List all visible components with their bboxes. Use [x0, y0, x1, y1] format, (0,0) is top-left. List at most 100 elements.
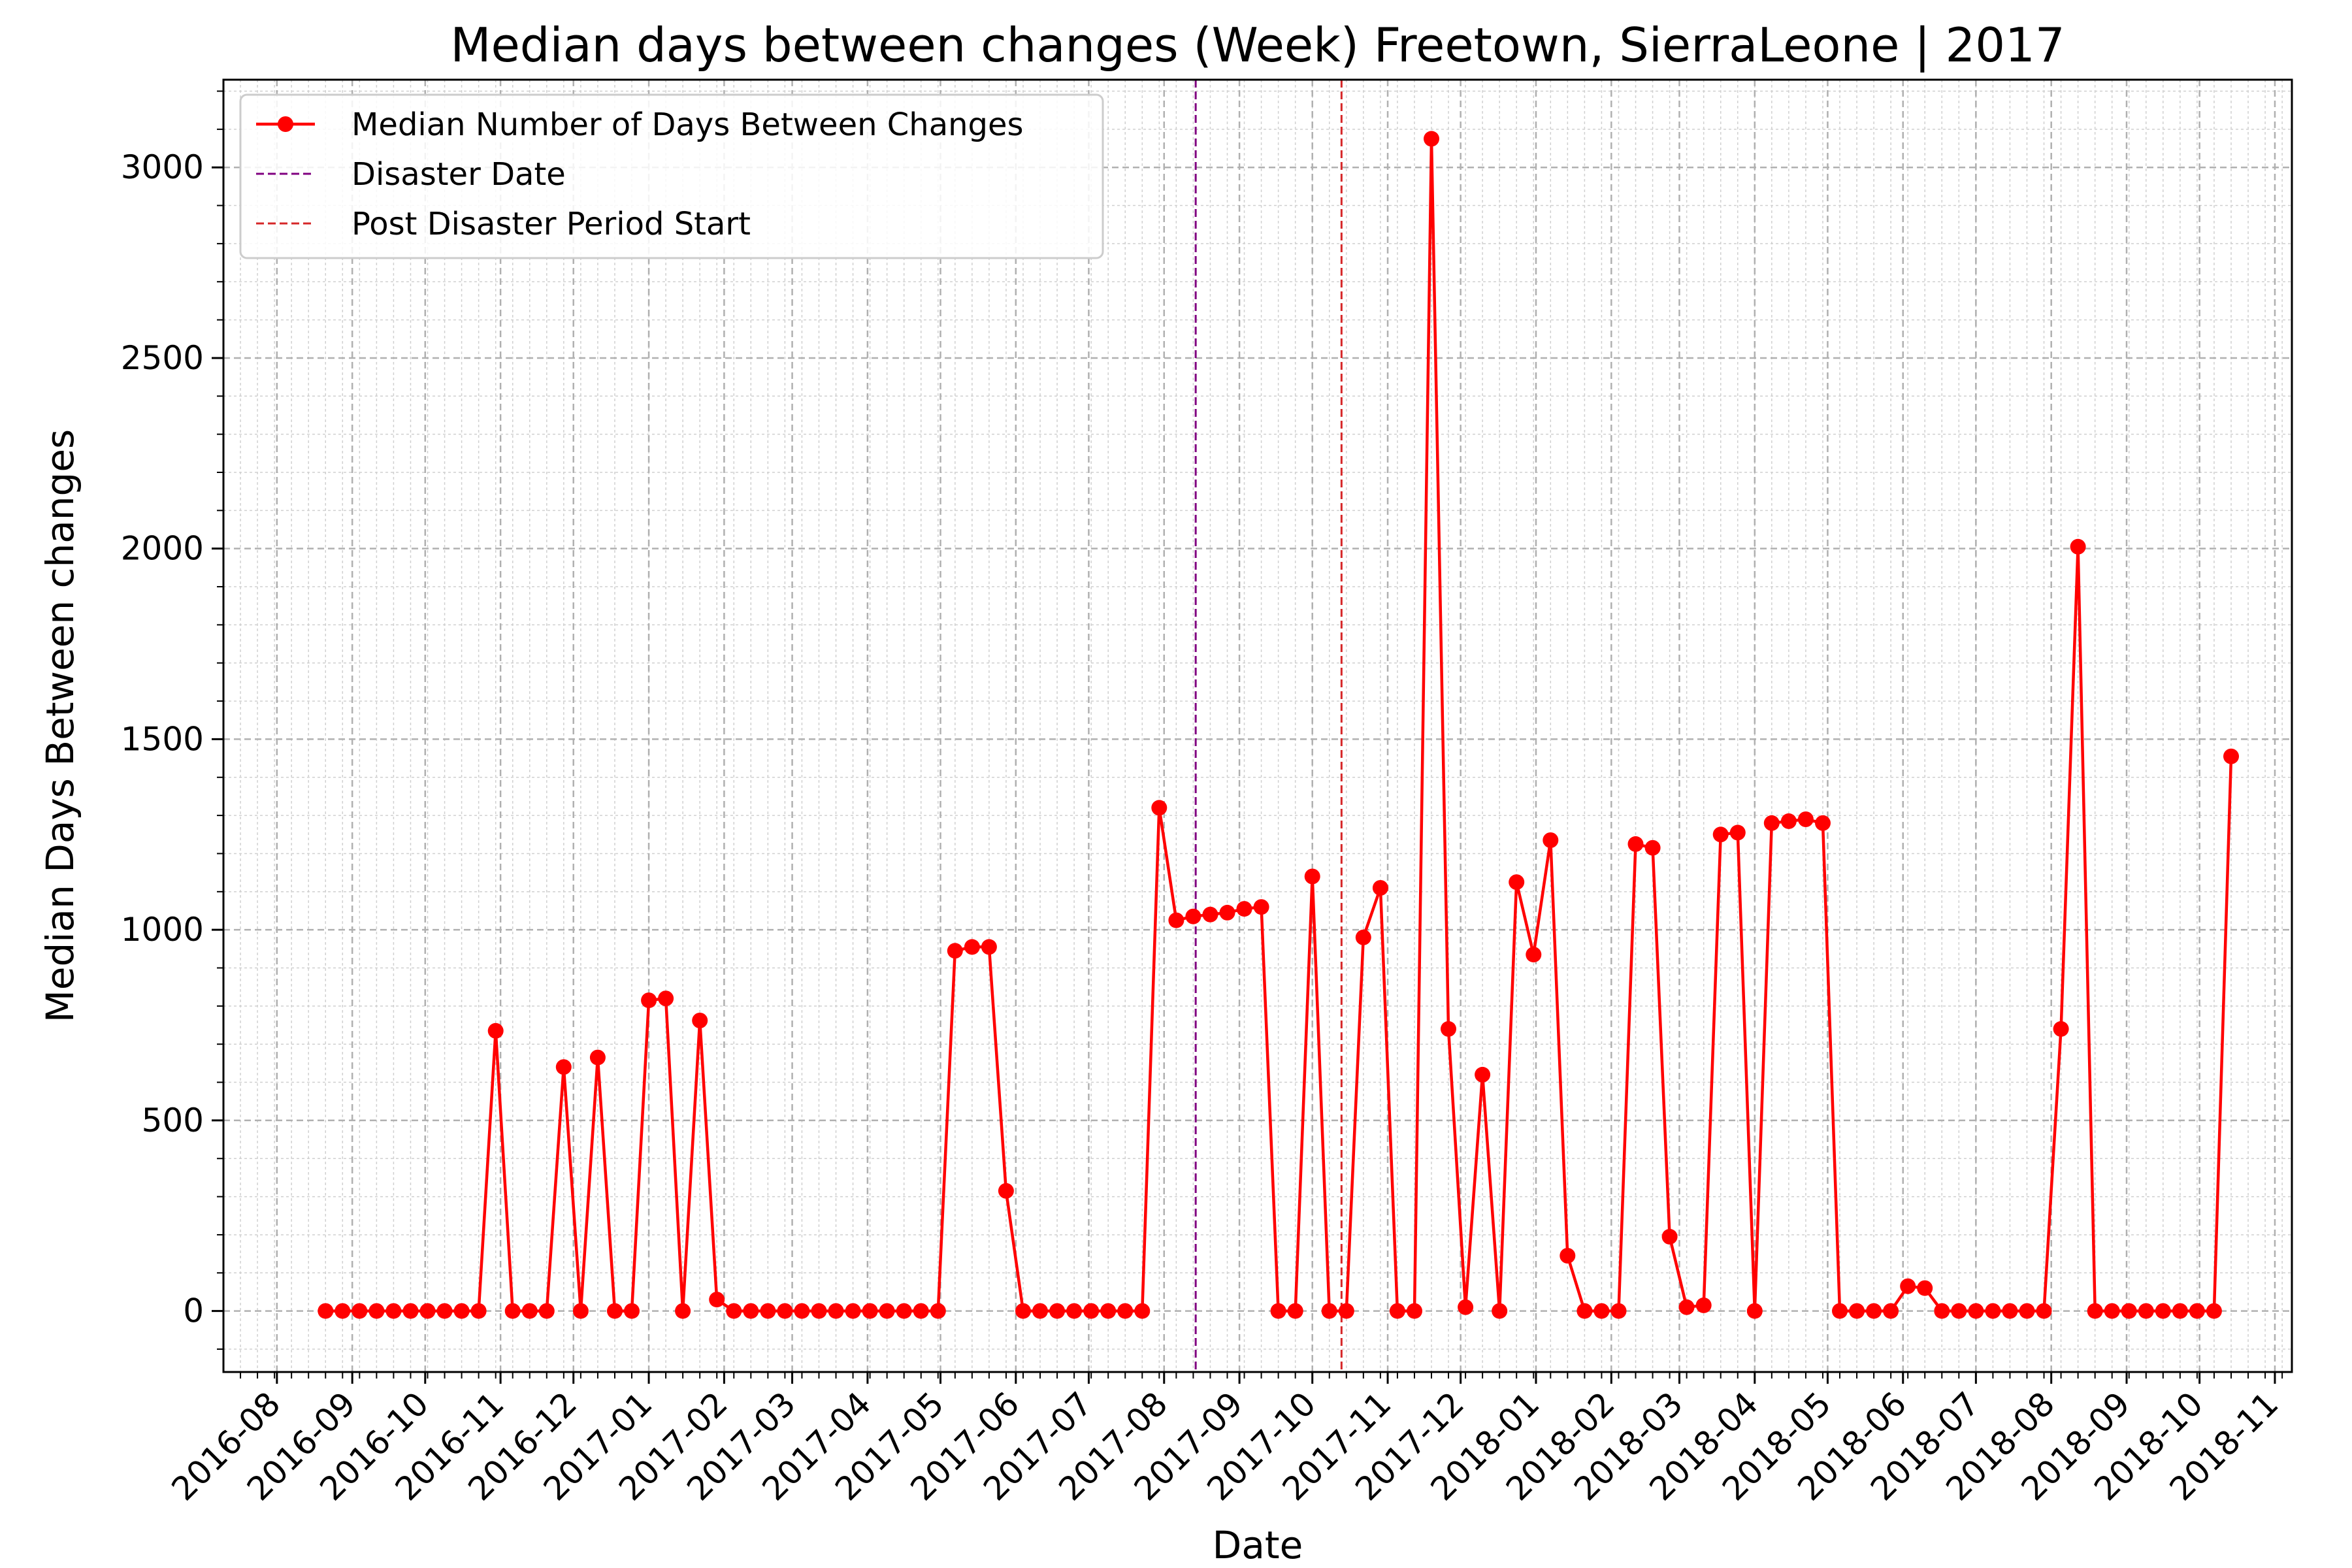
data-point — [1985, 1303, 2001, 1319]
data-point — [692, 1013, 708, 1028]
data-point — [1219, 904, 1235, 921]
data-point — [1321, 1303, 1337, 1319]
data-point — [1049, 1303, 1066, 1319]
data-point — [1644, 840, 1661, 856]
data-point — [1338, 1303, 1354, 1319]
data-point — [1032, 1303, 1048, 1319]
data-point — [1253, 899, 1269, 915]
data-point — [2138, 1303, 2154, 1319]
data-point — [470, 1303, 487, 1319]
data-point — [521, 1303, 538, 1319]
data-point — [1543, 832, 1559, 848]
data-point — [1593, 1303, 1610, 1319]
data-point — [1475, 1066, 1491, 1083]
data-point — [1610, 1303, 1627, 1319]
data-point — [2087, 1303, 2103, 1319]
data-point — [368, 1303, 385, 1319]
data-point — [2053, 1021, 2069, 1037]
data-point — [1815, 815, 1831, 831]
data-point — [743, 1303, 759, 1319]
data-point — [1287, 1303, 1303, 1319]
data-point — [1968, 1303, 1984, 1319]
data-point — [1509, 874, 1525, 890]
data-point — [1917, 1280, 1933, 1296]
x-axis-title: Date — [1213, 1523, 1303, 1567]
data-point — [1661, 1228, 1678, 1245]
data-point — [2070, 538, 2086, 555]
data-point — [1202, 906, 1218, 923]
data-point — [436, 1303, 453, 1319]
data-point — [1832, 1303, 1848, 1319]
data-point — [1492, 1303, 1508, 1319]
data-point — [845, 1303, 861, 1319]
data-point — [1389, 1303, 1405, 1319]
data-point — [913, 1303, 929, 1319]
data-point — [1849, 1303, 1865, 1319]
data-point — [1900, 1278, 1916, 1294]
data-point — [1100, 1303, 1117, 1319]
data-point — [1712, 826, 1729, 843]
data-point — [2002, 1303, 2018, 1319]
data-point — [981, 939, 997, 955]
legend-label: Median Number of Days Between Changes — [351, 106, 1024, 143]
data-point — [1627, 836, 1644, 852]
y-tick-label: 2000 — [121, 530, 204, 568]
data-point — [2155, 1303, 2171, 1319]
data-point — [998, 1183, 1014, 1199]
legend: Median Number of Days Between Changes Dis… — [239, 93, 1104, 259]
data-point — [1117, 1303, 1134, 1319]
data-point — [1797, 811, 1814, 827]
data-point — [385, 1303, 402, 1319]
data-point — [2189, 1303, 2205, 1319]
data-point — [1780, 813, 1797, 829]
y-tick-label: 2500 — [121, 339, 204, 377]
data-point — [726, 1303, 742, 1319]
data-point — [1185, 908, 1201, 924]
data-point — [1934, 1303, 1950, 1319]
data-point — [1151, 800, 1168, 816]
data-point — [487, 1022, 504, 1039]
data-point — [2036, 1303, 2052, 1319]
data-point — [607, 1303, 623, 1319]
data-point — [351, 1303, 368, 1319]
data-point — [675, 1303, 691, 1319]
data-point — [2223, 748, 2239, 764]
axes: 0500100015002000250030002016-082016-0920… — [121, 90, 2285, 1508]
data-point — [572, 1303, 589, 1319]
data-point — [794, 1303, 810, 1319]
data-point — [1407, 1303, 1422, 1319]
data-point — [964, 939, 980, 955]
data-point — [1424, 131, 1439, 147]
legend-label: Post Disaster Period Start — [351, 206, 751, 242]
data-point — [1763, 815, 1780, 831]
data-point — [760, 1303, 776, 1319]
y-tick-label: 1500 — [121, 720, 204, 758]
data-point — [1134, 1303, 1151, 1319]
data-point — [2206, 1303, 2222, 1319]
data-point — [1015, 1303, 1031, 1319]
data-point — [1066, 1303, 1083, 1319]
data-point — [930, 1303, 946, 1319]
data-point — [1083, 1303, 1100, 1319]
data-point — [1355, 929, 1371, 945]
data-point — [555, 1059, 572, 1075]
data-point — [1458, 1299, 1474, 1315]
data-point — [402, 1303, 419, 1319]
data-point — [811, 1303, 827, 1319]
data-point — [538, 1303, 555, 1319]
data-point — [1560, 1248, 1576, 1264]
data-point — [641, 992, 657, 1009]
y-tick-label: 1000 — [121, 911, 204, 949]
data-point — [1304, 868, 1320, 885]
y-axis-title: Median Days Between changes — [38, 429, 82, 1022]
data-point — [1576, 1303, 1593, 1319]
data-point — [2019, 1303, 2035, 1319]
y-tick-label: 500 — [142, 1102, 204, 1139]
data-point — [1695, 1297, 1712, 1313]
data-point — [335, 1303, 351, 1319]
series-layer — [318, 131, 2239, 1319]
data-point — [709, 1292, 725, 1308]
data-point — [1951, 1303, 1967, 1319]
data-point — [658, 990, 674, 1007]
